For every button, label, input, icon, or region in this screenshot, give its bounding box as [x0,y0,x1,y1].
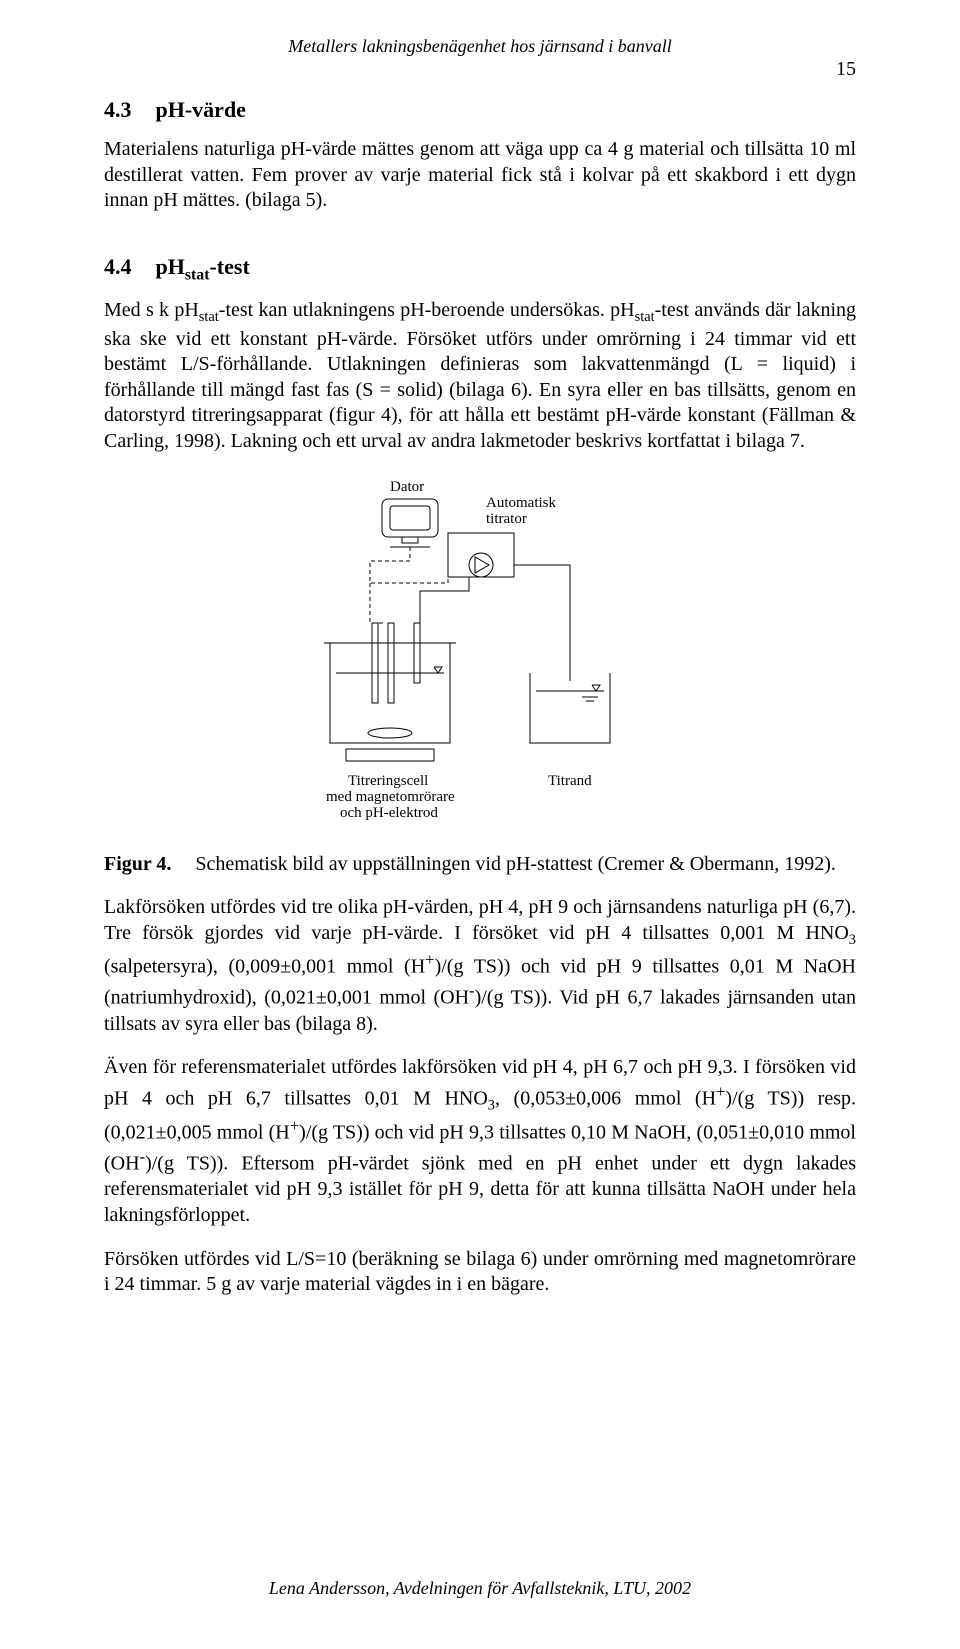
label-titrator-1: Automatisk [486,495,556,511]
label-titrand: Titrand [548,773,592,789]
running-head: Metallers lakningsbenägenhet hos järnsan… [104,36,856,57]
page-number: 15 [836,58,856,81]
label-cell-2: med magnetomrörare [326,789,455,805]
section-title: pH-värde [156,97,246,122]
figure-caption-text: Schematisk bild av uppställningen vid pH… [195,852,856,878]
label-cell-3: och pH-elektrod [340,805,438,821]
label-cell-1: Titreringscell [348,773,428,789]
footer: Lena Andersson, Avdelningen för Avfallst… [0,1578,960,1599]
section-number: 4.4 [104,254,132,280]
figure-4-caption: Figur 4. Schematisk bild av uppställning… [104,852,856,878]
section-4-3-heading: 4.3 pH-värde [104,97,856,123]
section-4-4-paragraph-1: Med s k pHstat-test kan utlakningens pH-… [104,298,856,454]
label-dator: Dator [390,479,424,495]
paragraph-reference: Även för referensmaterialet utfördes lak… [104,1055,856,1228]
figure-label: Figur 4. [104,852,171,878]
section-title: pHstat-test [156,254,250,279]
figure-4-svg: .lab { font-family: "Times New Roman", s… [270,473,690,843]
figure-4: .lab { font-family: "Times New Roman", s… [104,473,856,848]
section-number: 4.3 [104,97,132,123]
page: Metallers lakningsbenägenhet hos järnsan… [0,0,960,1649]
label-titrator-2: titrator [486,511,527,527]
paragraph-experiments: Lakförsöken utfördes vid tre olika pH-vä… [104,895,856,1037]
section-4-3-paragraph: Materialens naturliga pH-värde mättes ge… [104,137,856,214]
section-4-4-heading: 4.4 pHstat-test [104,254,856,284]
paragraph-last: Försöken utfördes vid L/S=10 (beräkning … [104,1247,856,1298]
